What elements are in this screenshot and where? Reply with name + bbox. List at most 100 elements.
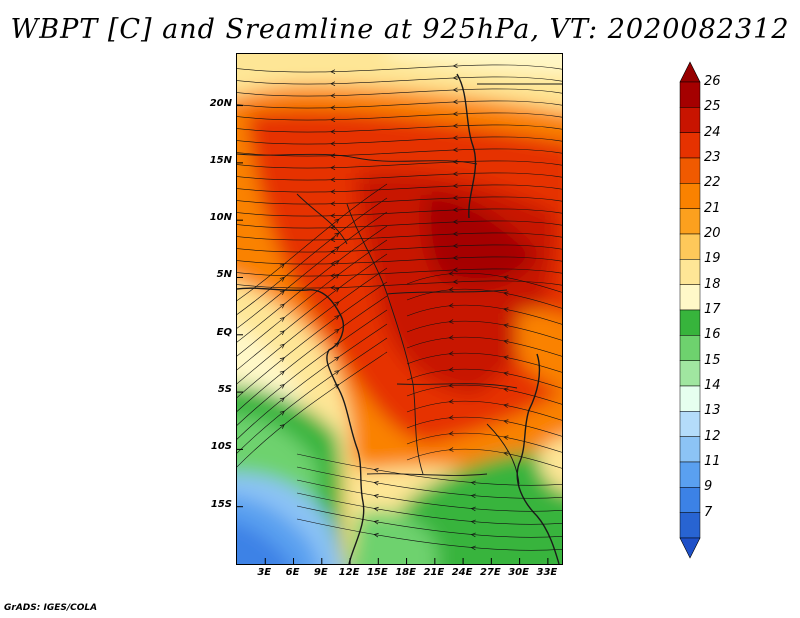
streamline-16 [237,256,562,265]
colorbar-label-9: 9 [704,479,713,495]
streamline-arrow-39-0 [503,387,509,392]
colorbar-label-25: 25 [704,99,721,115]
streamline-arrow-40-1 [448,399,454,404]
streamline-17 [237,268,562,277]
colorbar-segment-26 [679,81,701,108]
streamline-4 [237,112,562,121]
streamline-arrow-39-1 [448,383,454,388]
colorbar-label-26: 26 [704,74,721,89]
streamline-arrow-33-0 [503,291,509,296]
streamline-arrow-38-0 [503,371,509,376]
streamline-arrow-21-0 [279,290,285,296]
colorbar-segment-25 [679,107,701,133]
streamline-arrow-26-0 [279,357,285,362]
streamline-arrow-23-0 [279,317,285,322]
streamline-13 [237,220,562,229]
streamline-18 [237,280,562,289]
coastlines-borders [237,73,562,564]
streamline-arrow-14-1 [330,237,336,242]
colorbar-label-23: 23 [704,150,721,165]
boundary-line-2 [456,73,477,219]
streamline-arrow-38-1 [448,367,454,372]
streamline-3 [237,100,562,109]
streamline-arrow-27-1 [334,328,340,334]
colorbar-under-arrow [679,537,701,559]
streamline-31 [237,351,388,468]
colorbar-label-18: 18 [704,276,721,292]
streamline-arrow-44-1 [373,467,379,473]
streamline-arrow-15-0 [452,243,458,249]
map-title: WBPT [C] and Sreamline at 925hPa, VT: 20… [10,14,790,45]
streamline-24 [237,253,388,371]
streamline-arrow-47-1 [373,506,379,512]
streamline-arrow-37-1 [448,351,454,356]
lon-label-18e: 18E [395,567,416,578]
streamline-arrow-9-0 [452,171,458,177]
streamline-arrow-22-0 [279,303,285,309]
colorbar-label-15: 15 [704,352,721,368]
colorbar-label-20: 20 [704,226,721,241]
streamline-26 [237,281,388,399]
colorbar-segment-17 [679,309,701,336]
streamline-21 [237,211,388,329]
streamline-arrow-42-0 [503,435,509,440]
streamline-46 [296,479,562,512]
streamline-35 [406,320,562,341]
streamline-12 [237,208,562,217]
streamlines [237,64,562,551]
streamline-arrow-46-0 [470,506,476,512]
streamline-arrow-33-1 [448,287,454,292]
streamline-arrow-8-0 [452,159,458,165]
streamline-arrow-10-0 [452,183,458,189]
colorbar-label-11: 11 [704,454,721,469]
streamline-arrow-7-1 [330,153,336,158]
colorbar-over-arrow [679,61,701,83]
colorbar-segment-9 [679,487,701,513]
streamline-arrow-5-0 [452,123,458,129]
boundary-line-6 [396,383,518,389]
streamline-2 [237,88,562,97]
streamline-39 [406,384,562,405]
streamline-45 [296,466,562,499]
colorbar-segment-23 [679,157,701,184]
streamline-arrow-24-0 [279,330,285,336]
streamline-6 [237,136,562,145]
streamline-arrow-28-0 [279,383,285,389]
streamline-arrow-28-1 [334,342,340,348]
wbpt-field-map [237,54,562,564]
colorbar-segment-18 [679,284,701,311]
streamline-arrow-12-0 [452,207,458,213]
streamline-arrow-46-1 [373,493,379,499]
colorbar-segment-12 [679,436,701,463]
streamline-arrow-44-0 [470,480,476,486]
streamline-arrow-42-1 [448,431,454,436]
colorbar-segment-15 [679,360,701,387]
streamline-arrow-6-0 [452,135,458,141]
streamline-arrow-9-1 [330,177,336,182]
boundary-line-5 [386,289,508,295]
lat-label-15s: 15S [210,498,232,510]
streamline-43 [406,448,562,469]
streamline-arrow-43-0 [503,451,509,456]
lat-label-5s: 5S [217,384,232,396]
boundary-line-10 [366,473,488,476]
streamline-arrow-23-1 [334,273,340,279]
streamline-arrow-0-0 [452,63,458,69]
streamline-40 [406,400,562,421]
streamline-arrow-19-0 [279,263,285,269]
streamline-arrows [279,63,509,551]
streamline-arrow-32-0 [503,275,509,280]
streamline-15 [237,244,562,253]
streamline-32 [406,272,562,293]
streamline-arrow-34-1 [448,303,454,308]
streamline-arrow-11-0 [452,195,458,201]
streamline-47 [296,492,562,525]
colorbar-segment-21 [679,208,701,235]
streamline-arrow-2-0 [452,87,458,93]
streamline-arrow-30-0 [279,410,285,416]
streamline-arrow-21-1 [334,246,340,252]
streamline-arrow-1-0 [452,75,458,81]
streamline-arrow-35-1 [448,319,454,324]
colorbar-segment-7 [679,512,701,539]
streamline-44 [296,453,562,486]
